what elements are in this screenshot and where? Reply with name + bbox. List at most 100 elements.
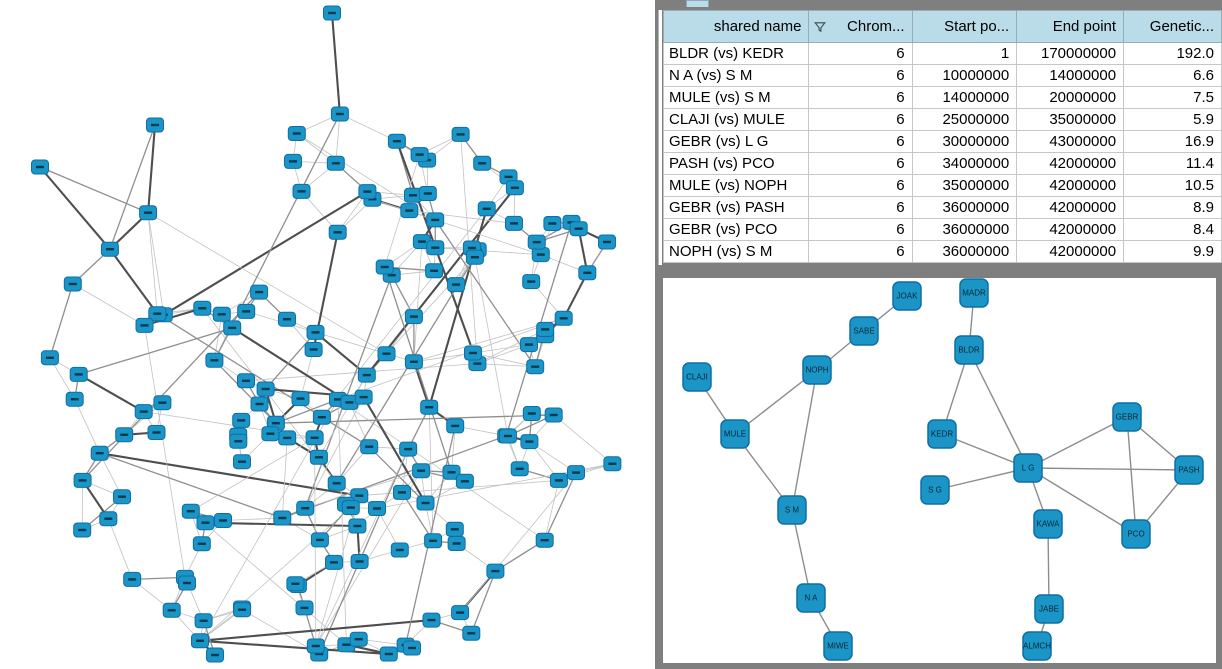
network-node[interactable] [306,324,325,340]
main-network-canvas[interactable] [0,0,655,669]
table-cell[interactable]: 20000000 [1016,86,1125,109]
table-cell[interactable]: 6 [808,130,913,153]
network-node[interactable] [291,391,310,407]
network-edge[interactable] [275,398,339,424]
network-edge[interactable] [428,208,488,408]
network-node[interactable] [422,612,441,628]
table-cell[interactable]: 14000000 [911,86,1018,109]
network-node[interactable]: S G [920,475,950,505]
network-node[interactable] [148,306,167,322]
table-cell[interactable]: 1 [911,42,1018,65]
network-edge[interactable] [265,331,316,390]
network-node[interactable] [31,159,49,175]
table-cell[interactable]: 42000000 [1016,152,1125,175]
network-node[interactable]: MULE [720,419,750,449]
table-cell[interactable]: CLAJI (vs) MULE [662,108,810,131]
table-cell[interactable]: 16.9 [1123,130,1222,153]
network-node[interactable] [323,5,341,21]
network-node[interactable] [357,367,376,383]
network-edge[interactable] [1027,467,1137,535]
network-node[interactable] [522,274,541,290]
network-node[interactable] [147,425,166,440]
network-node[interactable] [578,265,597,281]
network-node[interactable] [535,532,554,548]
table-cell[interactable]: 170000000 [1016,42,1125,65]
network-node[interactable] [393,484,411,500]
table-cell[interactable]: 14000000 [1016,64,1125,87]
network-edge[interactable] [39,166,149,214]
main-network-view[interactable] [0,0,655,669]
network-node[interactable] [473,155,492,171]
network-node[interactable] [354,389,373,405]
network-edge[interactable] [477,363,536,368]
network-node[interactable] [261,426,280,442]
network-node[interactable] [292,183,311,199]
network-node[interactable] [196,515,215,531]
network-node[interactable] [603,456,622,472]
network-node[interactable] [360,439,379,455]
network-node[interactable] [250,396,269,412]
network-node[interactable] [412,463,431,479]
network-node[interactable] [520,337,538,353]
column-header[interactable]: Start po... [911,10,1018,43]
network-node[interactable] [375,259,394,275]
network-edge[interactable] [199,507,352,642]
network-edge[interactable] [144,325,186,578]
table-cell[interactable]: 6.6 [1123,64,1222,87]
network-node[interactable] [206,647,224,663]
network-node[interactable] [554,310,573,326]
network-node[interactable] [403,640,421,656]
network-node[interactable] [135,317,154,333]
network-node[interactable] [446,418,465,434]
table-cell[interactable]: 6 [808,174,913,197]
network-node[interactable] [447,277,466,293]
network-node[interactable] [425,263,444,279]
table-cell[interactable]: 8.9 [1123,196,1222,219]
network-node[interactable] [237,373,255,389]
table-cell[interactable]: 6 [808,152,913,175]
network-edge[interactable] [107,518,133,580]
table-cell[interactable]: 30000000 [911,130,1018,153]
network-node[interactable] [278,430,297,446]
network-node[interactable] [377,346,396,362]
table-cell[interactable]: 11.4 [1123,152,1222,175]
network-edge[interactable] [49,283,74,358]
network-node[interactable] [350,554,369,569]
table-row[interactable]: GEBR (vs) L G 6 30000000 43000000 16.9 [662,130,1222,153]
network-edge[interactable] [472,344,530,354]
table-row[interactable]: NOPH (vs) S M 6 36000000 42000000 9.9 [662,240,1222,263]
network-node[interactable]: CLAJI [682,362,712,392]
network-node[interactable] [325,554,343,570]
network-edge[interactable] [99,452,283,519]
network-node[interactable] [416,495,435,511]
table-cell[interactable]: 43000000 [1016,130,1125,153]
network-node[interactable] [90,445,109,461]
network-edge[interactable] [413,241,423,362]
network-edge[interactable] [241,609,320,655]
network-node[interactable] [233,454,251,470]
network-node[interactable] [399,441,418,457]
table-cell[interactable]: 6 [808,64,913,87]
network-edge[interactable] [39,166,111,250]
network-node[interactable] [549,472,568,488]
network-node[interactable] [181,503,200,519]
network-node[interactable] [330,106,349,122]
column-header[interactable]: Genetic... [1123,10,1222,43]
table-cell[interactable]: GEBR (vs) L G [662,130,810,153]
network-edge[interactable] [72,283,145,326]
network-edge[interactable] [336,256,476,484]
network-node[interactable] [113,489,131,505]
network-node[interactable] [505,180,524,196]
network-node[interactable] [139,205,158,221]
network-node[interactable] [205,352,224,368]
table-cell[interactable]: 192.0 [1123,42,1222,65]
network-node[interactable] [451,605,470,621]
table-cell[interactable]: BLDR (vs) KEDR [662,42,810,65]
table-row[interactable]: BLDR (vs) KEDR 6 1 170000000 192.0 [662,42,1222,65]
network-edge[interactable] [459,472,577,613]
network-node[interactable]: PCO [1121,519,1151,549]
network-node[interactable] [115,427,134,443]
network-node[interactable] [341,500,360,516]
network-edge[interactable] [214,314,223,361]
network-node[interactable] [326,155,345,171]
